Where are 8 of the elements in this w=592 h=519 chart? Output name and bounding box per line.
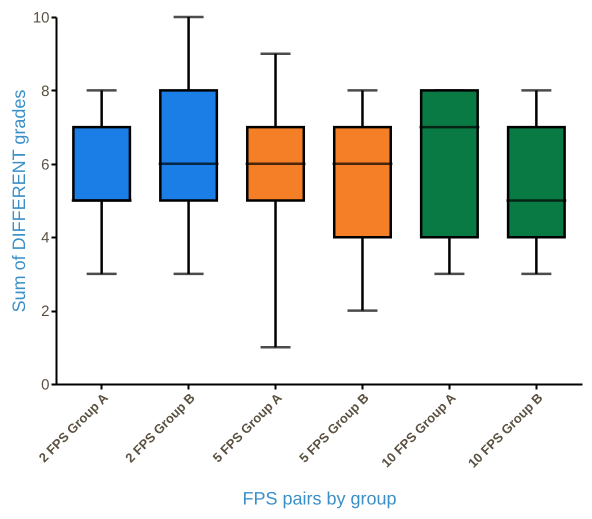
y-tick-label: 2 [41, 303, 50, 320]
y-tick-label: 8 [41, 82, 50, 100]
y-axis-title: Sum of DIFFERENT grades [8, 90, 29, 312]
y-tick-label: 6 [41, 156, 50, 174]
y-tick-label: 10 [32, 10, 50, 26]
y-tick-label: 4 [41, 230, 50, 247]
y-tick-label: 0 [41, 376, 50, 394]
x-axis-title: FPS pairs by group [242, 488, 397, 509]
